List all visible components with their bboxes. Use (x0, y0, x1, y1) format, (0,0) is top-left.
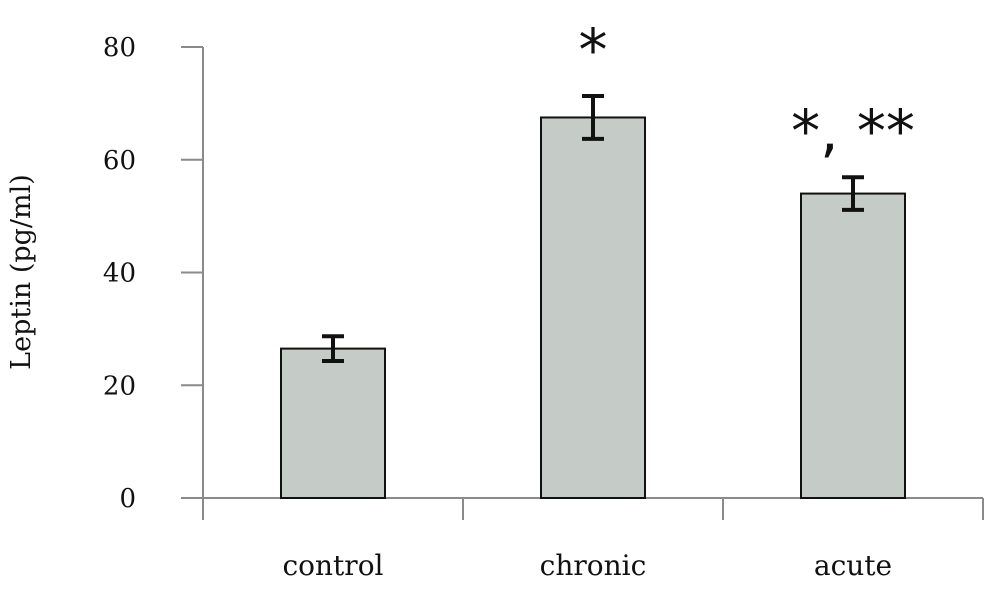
significance-annotations: * *, ** (579, 16, 915, 165)
annotation-acute: *, ** (791, 97, 915, 165)
x-axis-labels: control chronic acute (282, 549, 892, 582)
error-bar-control (322, 334, 344, 364)
bars (280, 116, 906, 500)
y-tick-label: 80 (103, 33, 136, 63)
bar-acute (800, 192, 906, 499)
annotation-chronic: * (579, 16, 608, 84)
error-bar-chronic (582, 94, 604, 141)
y-tick-label: 20 (103, 371, 136, 401)
x-label-acute: acute (814, 549, 892, 582)
y-axis-ticks: 0 20 40 60 80 (103, 33, 203, 514)
error-bar-acute (842, 175, 864, 212)
x-label-chronic: chronic (540, 549, 647, 582)
y-tick-label: 60 (103, 146, 136, 176)
bar-chronic (540, 116, 646, 499)
x-label-control: control (282, 549, 383, 582)
error-bars (322, 94, 864, 364)
bar-control (280, 347, 386, 500)
y-tick-label: 0 (119, 484, 136, 514)
y-tick-label: 40 (103, 259, 136, 289)
y-axis-title: Leptin (pg/ml) (6, 174, 37, 370)
